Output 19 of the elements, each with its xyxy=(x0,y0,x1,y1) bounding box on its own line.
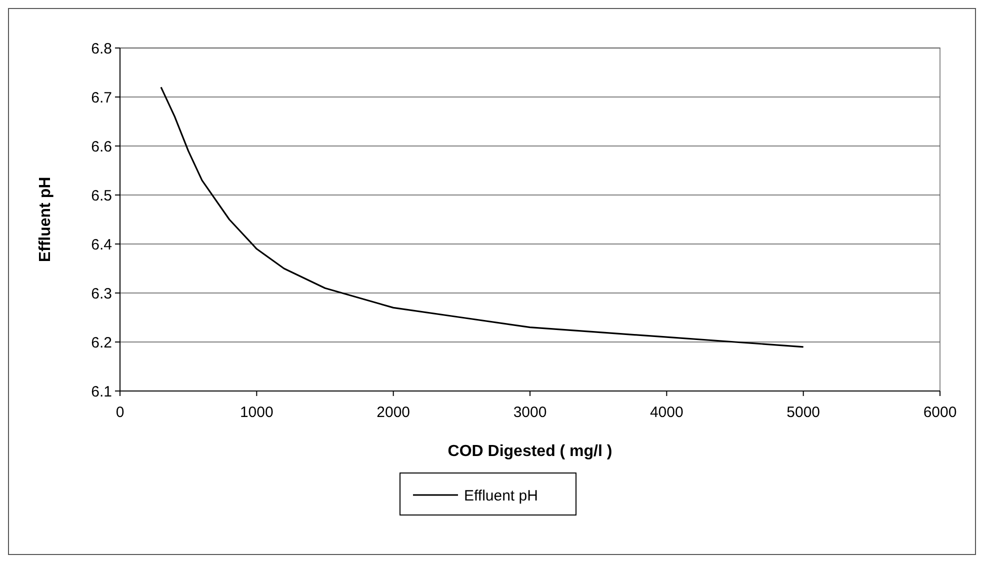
x-tick-label: 6000 xyxy=(923,404,957,421)
y-tick-label: 6.6 xyxy=(91,138,112,156)
line-series xyxy=(160,86,804,348)
x-axis-title: COD Digested ( mg/l ) xyxy=(448,443,612,460)
y-tick-label: 6.1 xyxy=(91,383,112,400)
x-tick-label: 2000 xyxy=(376,404,410,421)
legend-label: Effluent pH xyxy=(464,487,538,504)
x-tick-label: 4000 xyxy=(650,404,684,421)
x-tick-label: 3000 xyxy=(513,404,547,421)
y-tick-label: 6.5 xyxy=(91,187,112,204)
y-tick-label: 6.3 xyxy=(91,285,112,302)
x-tick-label: 1000 xyxy=(240,404,274,421)
y-tick-label: 6.8 xyxy=(91,40,112,58)
x-tick-label: 5000 xyxy=(786,404,820,421)
y-tick-label: 6.2 xyxy=(91,334,112,352)
x-tick-label: 0 xyxy=(116,404,124,421)
y-axis-title: Effluent pH xyxy=(37,176,54,262)
y-tick-label: 6.4 xyxy=(91,236,112,254)
y-tick-label: 6.7 xyxy=(91,89,112,106)
